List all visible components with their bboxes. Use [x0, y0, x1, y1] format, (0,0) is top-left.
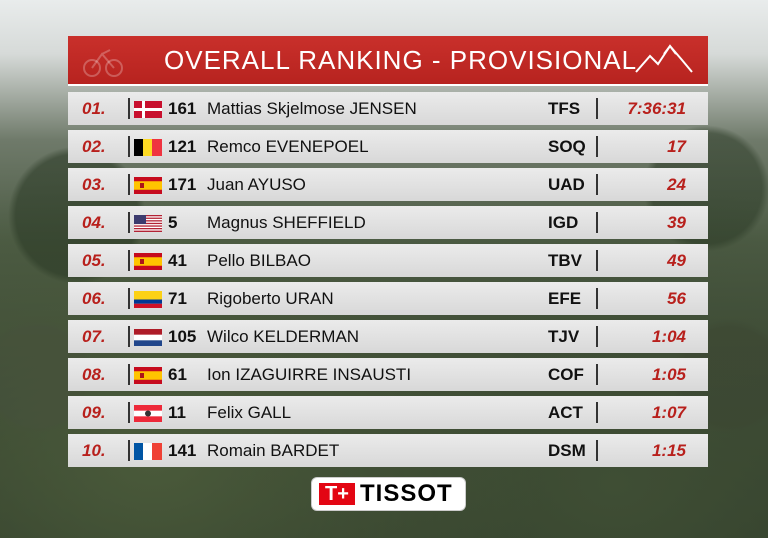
team-code: TBV	[548, 251, 582, 270]
rider-name: Romain BARDET	[207, 441, 340, 460]
ranking-list: 01. 161 Mattias Skjelmose JENSEN TFS 7:3…	[68, 92, 708, 467]
divider	[128, 288, 130, 309]
cyclist-logo-icon	[82, 42, 126, 78]
rider-name: Rigoberto URAN	[207, 289, 334, 308]
divider	[596, 440, 598, 461]
time-gap: 1:15	[651, 441, 686, 460]
divider	[128, 212, 130, 233]
ranking-row: 07. 105 Wilco KELDERMAN TJV 1:04	[68, 320, 708, 353]
time-gap: 39	[667, 213, 686, 232]
divider	[596, 288, 598, 309]
time-gap: 24	[667, 175, 686, 194]
divider	[128, 250, 130, 271]
rank-position: 08.	[82, 365, 106, 384]
team-code: UAD	[548, 175, 585, 194]
time-gap: 1:05	[651, 365, 686, 384]
austria-flag-icon	[134, 405, 162, 422]
rank-position: 01.	[82, 99, 106, 118]
divider	[596, 402, 598, 423]
spain-flag-icon	[134, 253, 162, 270]
ranking-row: 05. 41 Pello BILBAO TBV 49	[68, 244, 708, 277]
divider	[596, 174, 598, 195]
divider	[596, 250, 598, 271]
divider	[128, 402, 130, 423]
team-code: IGD	[548, 213, 579, 232]
ranking-row: 09. 11 Felix GALL ACT 1:07	[68, 396, 708, 429]
divider	[596, 212, 598, 233]
rider-name: Mattias Skjelmose JENSEN	[207, 99, 417, 118]
team-code: COF	[548, 365, 584, 384]
rider-name: Wilco KELDERMAN	[207, 327, 360, 346]
sponsor-logo: T+ TISSOT	[312, 478, 465, 510]
rank-position: 05.	[82, 251, 106, 270]
ranking-row: 03. 171 Juan AYUSO UAD 24	[68, 168, 708, 201]
rank-position: 09.	[82, 403, 106, 422]
ranking-row: 10. 141 Romain BARDET DSM 1:15	[68, 434, 708, 467]
spain-flag-icon	[134, 367, 162, 384]
belgium-flag-icon	[134, 139, 162, 156]
time-gap: 1:07	[651, 403, 686, 422]
time-gap: 49	[667, 251, 686, 270]
team-code: ACT	[548, 403, 583, 422]
ranking-row: 02. 121 Remco EVENEPOEL SOQ 17	[68, 130, 708, 163]
divider	[596, 136, 598, 157]
france-flag-icon	[134, 443, 162, 460]
bib-number: 105	[168, 327, 197, 346]
rider-name: Magnus SHEFFIELD	[207, 213, 366, 232]
time-gap: 7:36:31	[627, 99, 686, 118]
team-code: DSM	[548, 441, 586, 460]
divider	[596, 364, 598, 385]
ranking-row: 06. 71 Rigoberto URAN EFE 56	[68, 282, 708, 315]
rank-position: 02.	[82, 137, 106, 156]
bib-number: 41	[168, 251, 187, 270]
divider	[128, 174, 130, 195]
rider-name: Ion IZAGUIRRE INSAUSTI	[207, 365, 412, 384]
rider-name: Remco EVENEPOEL	[207, 137, 369, 156]
divider	[596, 326, 598, 347]
usa-flag-icon	[134, 215, 162, 232]
bib-number: 11	[168, 403, 186, 422]
time-gap: 1:04	[651, 327, 686, 346]
team-code: EFE	[548, 289, 582, 308]
netherlands-flag-icon	[134, 329, 162, 346]
bib-number: 61	[168, 365, 187, 384]
team-code: TJV	[548, 327, 580, 346]
rank-position: 10.	[82, 441, 106, 460]
page-title: OVERALL RANKING - PROVISIONAL	[164, 45, 638, 75]
rank-position: 07.	[82, 327, 106, 346]
team-code: TFS	[548, 99, 581, 118]
time-gap: 56	[667, 289, 686, 308]
bib-number: 161	[168, 99, 197, 118]
rider-name: Pello BILBAO	[207, 251, 311, 270]
divider	[596, 98, 598, 119]
swiss-cross-icon: T+	[319, 483, 355, 505]
sponsor-name: TISSOT	[360, 480, 453, 507]
bib-number: 5	[168, 213, 178, 232]
rider-name: Juan AYUSO	[207, 175, 306, 194]
bib-number: 171	[168, 175, 197, 194]
time-gap: 17	[667, 137, 686, 156]
team-code: SOQ	[548, 137, 586, 156]
rank-position: 06.	[82, 289, 106, 308]
bib-number: 71	[168, 289, 187, 308]
divider	[128, 440, 130, 461]
ranking-panel: OVERALL RANKING - PROVISIONAL 01. 161 Ma…	[68, 36, 708, 472]
rank-position: 03.	[82, 175, 106, 194]
divider	[128, 364, 130, 385]
divider	[128, 326, 130, 347]
ranking-row: 08. 61 Ion IZAGUIRRE INSAUSTI COF 1:05	[68, 358, 708, 391]
bib-number: 121	[168, 137, 197, 156]
spain-flag-icon	[134, 177, 162, 194]
ranking-header: OVERALL RANKING - PROVISIONAL	[68, 36, 708, 86]
mountain-icon	[635, 44, 693, 73]
rider-name: Felix GALL	[207, 403, 292, 422]
bib-number: 141	[168, 441, 197, 460]
ranking-row: 01. 161 Mattias Skjelmose JENSEN TFS 7:3…	[68, 92, 708, 125]
colombia-flag-icon	[134, 291, 162, 308]
ranking-row: 04. 5 Magnus SHEFFIELD IGD 39	[68, 206, 708, 239]
divider	[128, 136, 130, 157]
denmark-flag-icon	[134, 101, 162, 118]
rank-position: 04.	[82, 213, 106, 232]
divider	[128, 98, 130, 119]
